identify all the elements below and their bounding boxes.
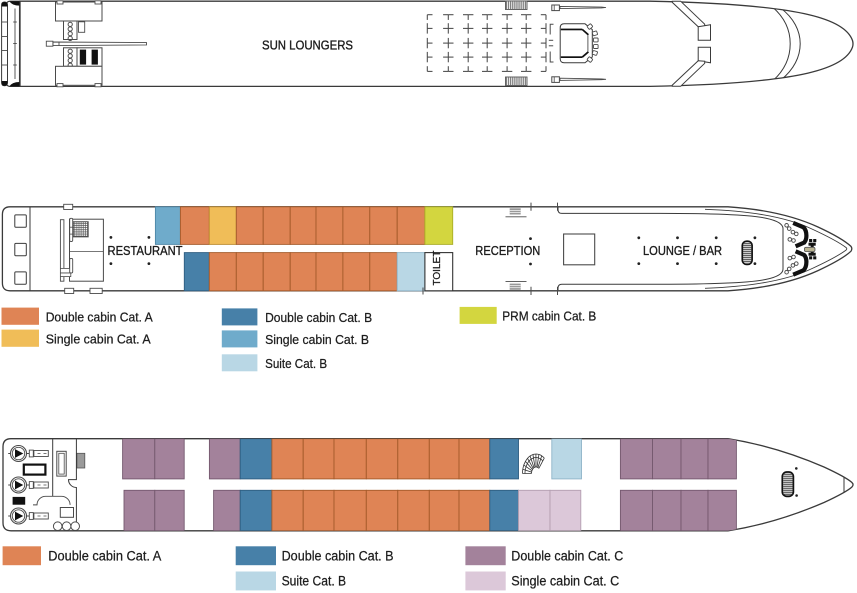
svg-text:Single cabin Cat. B: Single cabin Cat. B xyxy=(265,332,369,347)
svg-text:RESTAURANT: RESTAURANT xyxy=(108,243,183,258)
svg-text:TOILET: TOILET xyxy=(432,251,443,286)
svg-text:Double cabin Cat. B: Double cabin Cat. B xyxy=(265,310,372,325)
svg-text:Single cabin Cat. A: Single cabin Cat. A xyxy=(46,332,151,347)
svg-text:RECEPTION: RECEPTION xyxy=(475,243,540,258)
svg-text:Double cabin Cat. A: Double cabin Cat. A xyxy=(46,310,153,325)
svg-text:SUN LOUNGERS: SUN LOUNGERS xyxy=(262,38,353,53)
svg-text:Double cabin Cat. B: Double cabin Cat. B xyxy=(282,548,394,563)
svg-text:Double cabin Cat. A: Double cabin Cat. A xyxy=(48,548,161,563)
svg-text:Double cabin Cat. C: Double cabin Cat. C xyxy=(511,548,623,563)
svg-text:LOUNGE / BAR: LOUNGE / BAR xyxy=(643,243,722,258)
svg-text:Single cabin Cat. C: Single cabin Cat. C xyxy=(511,574,619,589)
svg-text:Suite Cat. B: Suite Cat. B xyxy=(282,574,347,589)
svg-text:Suite Cat. B: Suite Cat. B xyxy=(265,356,327,371)
svg-text:PRM cabin Cat. B: PRM cabin Cat. B xyxy=(502,309,596,324)
